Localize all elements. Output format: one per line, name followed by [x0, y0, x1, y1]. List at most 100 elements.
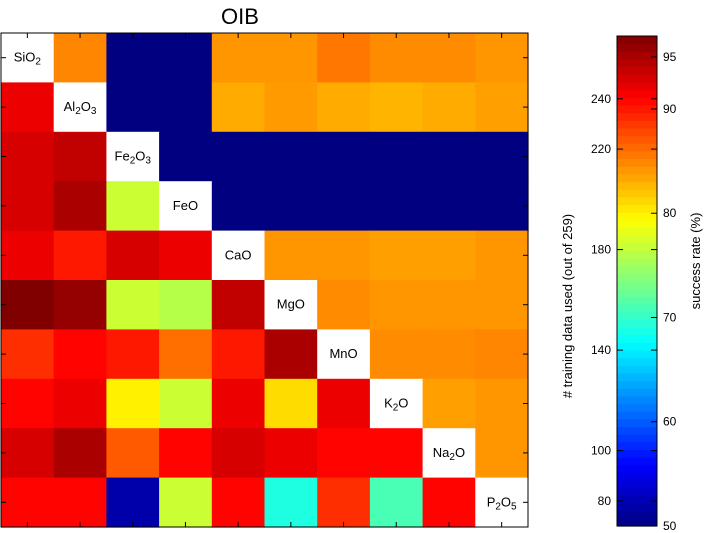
colorbar-right-tick-label: 60 [663, 415, 677, 429]
colorbar-left-tick-label: 240 [591, 92, 611, 106]
success-rate-cell [264, 428, 318, 479]
success-rate-cell [106, 477, 160, 528]
success-rate-cell [159, 329, 213, 380]
training-data-cell [475, 428, 529, 479]
diagonal-cell [159, 181, 213, 232]
colorbar-segment [617, 196, 657, 206]
success-rate-cell [106, 428, 160, 479]
success-rate-cell [369, 428, 424, 479]
diagonal-cell [422, 428, 476, 479]
label-part: SiO [14, 50, 36, 65]
training-data-cell [422, 33, 476, 83]
colorbar-segment [617, 372, 657, 382]
training-data-cell [422, 82, 476, 133]
training-data-cell [422, 181, 476, 232]
diagonal-label: P2O5 [487, 494, 517, 512]
colorbar-left-tick-label: 80 [598, 494, 612, 508]
training-data-cell [422, 329, 476, 380]
success-rate-cell [317, 378, 371, 429]
training-data-cell [369, 280, 424, 330]
label-part: FeO [173, 198, 198, 213]
label-part: O [135, 149, 145, 164]
colorbar-segment [617, 104, 657, 114]
label-subscript: 2 [393, 403, 399, 414]
colorbar-segment [617, 143, 657, 152]
training-data-cell [106, 33, 160, 83]
colorbar-segment [617, 487, 657, 496]
training-data-cell [475, 329, 529, 380]
success-rate-cell [53, 378, 107, 429]
training-data-cell [422, 280, 476, 330]
training-data-cell [317, 33, 371, 83]
colorbar-segment [617, 189, 657, 198]
diagonal-label: Na2O [433, 445, 465, 463]
label-subscript: 2 [495, 501, 501, 512]
success-rate-cell [211, 477, 266, 528]
colorbar-segment [617, 418, 657, 428]
success-rate-cell [1, 131, 55, 182]
success-rate-cell [422, 477, 476, 528]
colorbar-segment [617, 81, 657, 91]
colorbar-segment [617, 449, 657, 458]
label-part: O [398, 396, 408, 411]
success-rate-cell [106, 329, 160, 380]
training-data-cell [264, 82, 318, 133]
colorbar-segment [617, 127, 657, 137]
success-rate-cell [211, 329, 266, 380]
diagonal-label: SiO2 [14, 50, 42, 68]
colorbar-segment [617, 227, 657, 236]
label-subscript: 3 [91, 106, 97, 117]
colorbar-segment [617, 166, 657, 175]
colorbar-segment [617, 265, 657, 274]
success-rate-cell [211, 428, 266, 479]
training-data-cell [369, 181, 424, 232]
training-data-cell [53, 33, 107, 83]
success-rate-cell [53, 230, 107, 281]
training-data-cell [211, 131, 266, 182]
colorbar-segment [617, 503, 657, 512]
colorbar-right-tick-label: 95 [663, 50, 677, 64]
training-data-cell [106, 82, 160, 133]
colorbar-segment [617, 135, 657, 144]
label-part: O [455, 445, 465, 460]
diagonal-cell [264, 280, 318, 330]
success-rate-cell [264, 378, 318, 429]
success-rate-cell [106, 181, 160, 232]
success-rate-cell [317, 428, 371, 479]
training-data-cell [159, 33, 213, 83]
plot-border [0, 32, 529, 528]
training-data-cell [475, 280, 529, 330]
success-rate-cell [159, 477, 213, 528]
colorbar-segment [617, 150, 657, 160]
training-data-cell [369, 33, 424, 83]
label-part: MgO [277, 297, 305, 312]
colorbar-segment [617, 388, 657, 397]
colorbar-segment [617, 235, 657, 244]
colorbar-segment [617, 319, 657, 328]
colorbar-segment [617, 395, 657, 405]
colorbar-segment [617, 74, 657, 83]
colorbar-segment [617, 311, 657, 320]
colorbar-segment [617, 357, 657, 366]
colorbar-segment [617, 342, 657, 351]
diagonal-cell [369, 378, 424, 429]
colorbar-segment [617, 349, 657, 359]
success-rate-cell [1, 477, 55, 528]
colorbar-left-axis-label: # training data used (out of 259) [560, 214, 575, 398]
training-data-cell [317, 230, 371, 281]
diagonal-label: CaO [225, 247, 252, 262]
success-rate-cell [53, 477, 107, 528]
colorbar-segment [617, 219, 657, 229]
colorbar-segment [617, 334, 657, 343]
colorbar-segment [617, 51, 657, 60]
label-part: P [487, 494, 496, 509]
success-rate-cell [264, 329, 318, 380]
colorbar-segment [617, 472, 657, 481]
success-rate-cell [317, 477, 371, 528]
training-data-cell [211, 82, 266, 133]
label-part: K [384, 396, 393, 411]
colorbar-segment [617, 250, 657, 259]
label-subscript: 2 [75, 106, 81, 117]
